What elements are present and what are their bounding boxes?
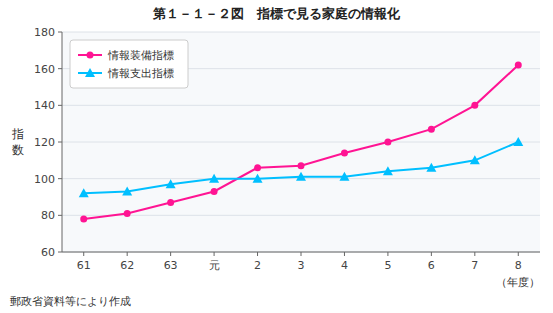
point xyxy=(383,166,393,175)
x-tick-label: 元 xyxy=(209,259,220,272)
x-tick xyxy=(344,252,345,256)
x-tick xyxy=(170,252,171,256)
point xyxy=(79,188,89,197)
point xyxy=(296,172,306,181)
x-axis-label: （年度） xyxy=(496,276,540,289)
x-tick-label: 8 xyxy=(515,259,522,272)
x-tick xyxy=(257,252,258,256)
point xyxy=(254,164,261,171)
point xyxy=(211,188,218,195)
y-tick-label: 100 xyxy=(34,173,55,186)
y-tick xyxy=(58,105,62,106)
point xyxy=(124,210,131,217)
point xyxy=(298,162,305,169)
y-tick-label: 160 xyxy=(34,63,55,76)
grid-line xyxy=(62,32,540,33)
series-line xyxy=(84,142,519,193)
point xyxy=(341,150,348,157)
x-tick-label: 4 xyxy=(341,259,348,272)
annotation: 郵政省資料等により作成 xyxy=(10,295,131,308)
x-tick xyxy=(83,252,84,256)
y-tick xyxy=(58,142,62,143)
x-tick xyxy=(214,252,215,256)
y-tick xyxy=(58,178,62,179)
grid-line xyxy=(62,142,540,143)
point xyxy=(122,187,132,196)
x-tick-label: 62 xyxy=(120,259,134,272)
y-tick xyxy=(58,215,62,216)
legend-marker xyxy=(85,68,95,77)
y-tick xyxy=(58,252,62,253)
x-tick xyxy=(301,252,302,256)
x-tick-label: 6 xyxy=(428,259,435,272)
y-tick-label: 80 xyxy=(41,209,55,222)
point xyxy=(470,155,480,164)
point xyxy=(339,172,349,181)
point xyxy=(471,102,478,109)
y-tick xyxy=(58,68,62,69)
legend-label: 情報装備指標 xyxy=(107,49,174,62)
grid-line xyxy=(62,215,540,216)
point xyxy=(209,174,219,183)
point xyxy=(167,199,174,206)
y-axis-label: 指 xyxy=(11,127,24,141)
point xyxy=(80,216,87,223)
grid-line xyxy=(62,105,540,106)
y-axis xyxy=(62,32,63,252)
x-tick-label: 5 xyxy=(384,259,391,272)
legend: 情報装備指標情報支出指標 xyxy=(70,40,188,88)
legend-marker xyxy=(87,52,94,59)
x-tick-label: 7 xyxy=(471,259,478,272)
x-tick xyxy=(474,252,475,256)
x-tick-label: 2 xyxy=(254,259,261,272)
point xyxy=(384,139,391,146)
title: 第１－１－２図 指標で見る家庭の情報化 xyxy=(152,6,401,21)
x-tick-label: 63 xyxy=(164,259,178,272)
point xyxy=(426,163,436,172)
x-tick xyxy=(127,252,128,256)
y-tick xyxy=(58,32,62,33)
y-tick-label: 140 xyxy=(34,99,55,112)
x-tick xyxy=(518,252,519,256)
x-tick xyxy=(431,252,432,256)
x-tick-label: 61 xyxy=(77,259,91,272)
x-tick xyxy=(387,252,388,256)
point xyxy=(253,174,263,183)
x-tick-label: 3 xyxy=(298,259,305,272)
point xyxy=(515,62,522,69)
y-tick-label: 60 xyxy=(41,246,55,259)
point xyxy=(166,179,176,188)
plot-area xyxy=(62,32,540,252)
y-tick-label: 180 xyxy=(34,26,55,39)
point xyxy=(428,126,435,133)
legend-label: 情報支出指標 xyxy=(107,67,174,80)
chart: 第１－１－２図 指標で見る家庭の情報化 60 80 100 120 140 160 180 61… xyxy=(0,0,553,313)
point xyxy=(513,137,523,146)
y-tick-label: 120 xyxy=(34,136,55,149)
y-axis-label: 数 xyxy=(12,143,24,157)
legend-box xyxy=(70,40,188,88)
